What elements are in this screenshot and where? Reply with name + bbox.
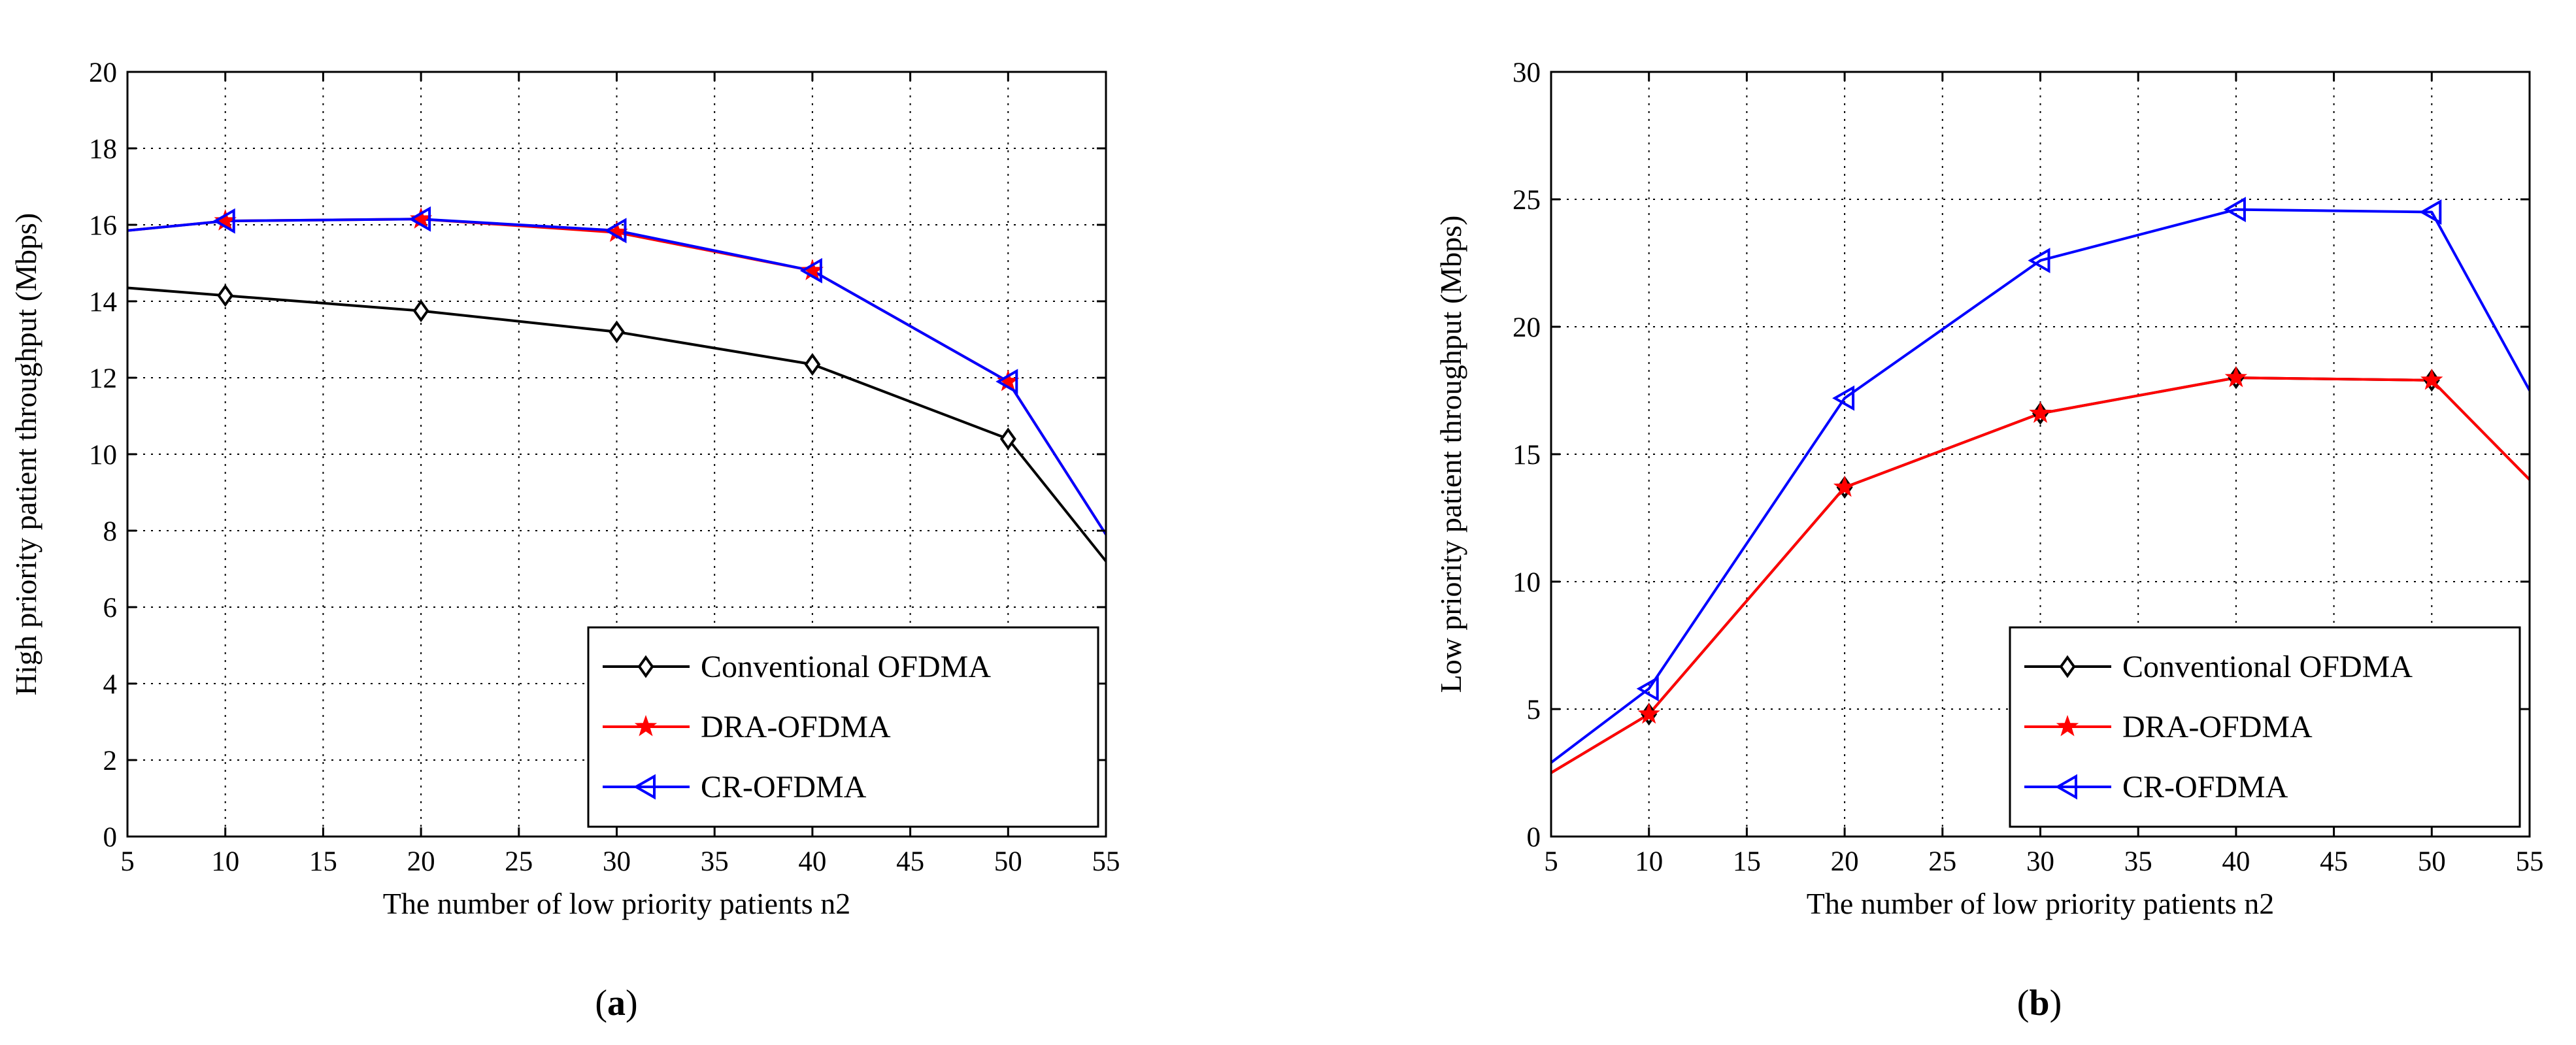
y-tick-label: 0: [1527, 822, 1541, 853]
data-point-cr-ofdma: [1832, 385, 1855, 411]
y-tick-label: 2: [103, 746, 118, 776]
x-tick-label: 40: [798, 846, 826, 877]
y-tick-label: 0: [103, 822, 118, 853]
legend-marker-conventional-ofdma: [2059, 655, 2076, 678]
x-tick-label: 40: [2222, 846, 2250, 877]
x-tick-label: 25: [505, 846, 533, 877]
series-group: [127, 206, 1106, 563]
caption-close: ): [2050, 983, 2062, 1023]
y-tick-label: 4: [103, 669, 118, 700]
x-tick-label: 15: [1733, 846, 1761, 877]
x-tick-label: 5: [1544, 846, 1558, 877]
legend-label-cr-ofdma: CR-OFDMA: [701, 770, 867, 804]
data-point-cr-ofdma: [604, 218, 627, 244]
legend-marker-cr-ofdma: [633, 774, 656, 800]
data-point-conventional-ofdma: [609, 320, 625, 344]
data-point-dra-ofdma: [2420, 368, 2443, 390]
x-tick-label: 50: [2418, 846, 2446, 877]
y-axis-label: Low priority patient throughput (Mbps): [1434, 216, 1467, 693]
data-point-cr-ofdma: [1636, 676, 1659, 702]
y-tick-label: 25: [1513, 185, 1541, 216]
y-tick-label: 15: [1513, 440, 1541, 471]
data-point-dra-ofdma: [1637, 702, 1660, 724]
data-point-dra-ofdma: [2029, 401, 2052, 423]
series-line-cr-ofdma: [1551, 208, 2530, 764]
caption-letter: b: [2029, 983, 2049, 1023]
y-tick-label: 18: [89, 134, 117, 165]
series-group: [1551, 197, 2530, 774]
data-point-dra-ofdma: [2224, 365, 2248, 388]
legend-marker-dra-ofdma: [634, 714, 658, 737]
y-tick-label: 20: [89, 58, 117, 88]
legend-marker-dra-ofdma: [2056, 714, 2079, 737]
data-point-dra-ofdma: [1833, 475, 1856, 497]
y-tick-label: 10: [89, 440, 117, 471]
x-axis-label: The number of low priority patients n2: [383, 887, 850, 920]
data-point-conventional-ofdma: [412, 299, 429, 323]
data-point-cr-ofdma: [2028, 248, 2050, 274]
legend-marker-cr-ofdma: [2054, 774, 2077, 800]
x-tick-label: 10: [211, 846, 239, 877]
data-point-cr-ofdma: [2419, 199, 2442, 225]
data-point-cr-ofdma: [409, 206, 431, 232]
data-point-cr-ofdma: [995, 369, 1018, 395]
panel-caption: (b): [2017, 983, 2062, 1023]
legend-label-dra-ofdma: DRA-OFDMA: [701, 710, 891, 744]
data-point-conventional-ofdma: [804, 353, 821, 376]
caption-open: (: [595, 983, 607, 1023]
data-point-conventional-ofdma: [217, 284, 234, 307]
x-tick-label: 10: [1635, 846, 1663, 877]
y-tick-label: 16: [89, 210, 117, 241]
y-tick-label: 6: [103, 593, 118, 623]
panel-caption: (a): [595, 983, 637, 1023]
x-tick-label: 50: [994, 846, 1022, 877]
x-tick-label: 15: [309, 846, 337, 877]
y-tick-label: 5: [1527, 695, 1541, 725]
x-tick-label: 30: [2026, 846, 2054, 877]
y-tick-label: 12: [89, 363, 117, 394]
data-point-cr-ofdma: [799, 257, 822, 284]
y-tick-label: 20: [1513, 312, 1541, 343]
legend: Conventional OFDMA DRA-OFDMA CR-OFDMA: [2009, 626, 2521, 828]
caption-open: (: [2017, 983, 2030, 1023]
x-tick-label: 20: [407, 846, 435, 877]
x-tick-label: 45: [2320, 846, 2348, 877]
chart-panel-1: 5 10 15 20 25 30 35 40 45 50 55 0 2 4 6 8 10 12 14 16 18 20 Th…: [9, 58, 1120, 1023]
x-tick-label: 25: [1928, 846, 1956, 877]
data-point-cr-ofdma: [2223, 197, 2246, 223]
legend-label-conventional-ofdma: Conventional OFDMA: [701, 650, 991, 684]
x-tick-label: 55: [2516, 846, 2544, 877]
legend-label-dra-ofdma: DRA-OFDMA: [2122, 710, 2313, 744]
legend-marker-conventional-ofdma: [637, 655, 654, 678]
caption-close: ): [626, 983, 638, 1023]
x-tick-label: 55: [1092, 846, 1120, 877]
y-axis-label: High priority patient throughput (Mbps): [9, 213, 42, 695]
legend-label-conventional-ofdma: Conventional OFDMA: [2122, 650, 2413, 684]
y-tick-label: 8: [103, 516, 118, 547]
data-point-conventional-ofdma: [999, 427, 1016, 451]
x-tick-label: 5: [120, 846, 135, 877]
x-tick-label: 20: [1831, 846, 1859, 877]
data-point-cr-ofdma: [212, 208, 235, 234]
x-tick-label: 35: [701, 846, 729, 877]
x-tick-label: 45: [896, 846, 924, 877]
legend-label-cr-ofdma: CR-OFDMA: [2122, 770, 2288, 804]
x-axis-label: The number of low priority patients n2: [1807, 887, 2274, 920]
legend: Conventional OFDMA DRA-OFDMA CR-OFDMA: [587, 626, 1099, 828]
y-tick-label: 30: [1513, 58, 1541, 88]
caption-letter: a: [607, 983, 626, 1023]
x-tick-label: 35: [2124, 846, 2152, 877]
y-tick-label: 10: [1513, 567, 1541, 598]
y-tick-label: 14: [89, 287, 117, 318]
x-tick-label: 30: [603, 846, 631, 877]
